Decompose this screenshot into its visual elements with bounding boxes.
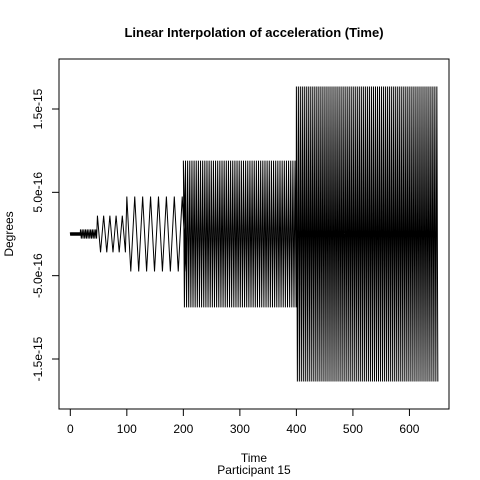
y-tick-label: -1.5e-15: [31, 336, 45, 381]
chart-title: Linear Interpolation of acceleration (Ti…: [124, 25, 383, 40]
y-axis-label: Degrees: [2, 211, 16, 256]
x-tick-label: 300: [230, 422, 250, 436]
x-tick-label: 100: [117, 422, 137, 436]
x-tick-label: 400: [286, 422, 306, 436]
x-tick-label: 600: [399, 422, 419, 436]
x-tick-label: 200: [173, 422, 193, 436]
chart-subtitle: Participant 15: [217, 463, 291, 477]
y-tick-label: 5.0e-16: [31, 172, 45, 213]
x-tick-label: 0: [67, 422, 74, 436]
x-tick-label: 500: [343, 422, 363, 436]
y-tick-label: 1.5e-15: [31, 88, 45, 129]
y-tick-label: -5.0e-16: [31, 253, 45, 298]
